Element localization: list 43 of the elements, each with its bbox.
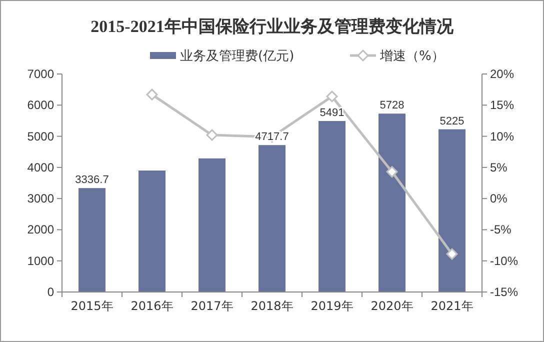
y2-tick-label: 0% xyxy=(490,192,508,206)
point xyxy=(326,90,338,102)
y-tick-label: 5000 xyxy=(27,129,54,144)
y2-tick-label: 15% xyxy=(490,98,514,112)
y-tick-label: 1000 xyxy=(27,254,54,268)
data-label: 5491 xyxy=(320,106,344,119)
y2-tick-label: 20% xyxy=(490,67,514,81)
point xyxy=(146,88,158,100)
data-label: 5728 xyxy=(380,100,404,112)
point xyxy=(206,129,218,141)
y-tick-label: 2000 xyxy=(27,222,54,237)
data-label: 4717.7 xyxy=(255,131,289,144)
chart-title: 2015-2021年中国保险行业业务及管理费变化情况 xyxy=(90,17,454,36)
bar xyxy=(138,170,166,292)
bar xyxy=(438,129,466,292)
y2-tick-label: -15% xyxy=(490,285,518,299)
x-tick-label: 2017年 xyxy=(190,299,234,313)
x-tick-label: 2015年 xyxy=(70,299,114,313)
x-tick-label: 2018年 xyxy=(250,299,294,313)
y2-tick-label: -5% xyxy=(490,222,512,237)
x-tick-label: 2016年 xyxy=(130,299,174,313)
point xyxy=(386,166,398,178)
bar xyxy=(378,114,406,292)
y-tick-label: 4000 xyxy=(27,160,54,174)
legend-label: 增速（%） xyxy=(379,49,444,64)
bar xyxy=(258,145,286,292)
data-label: 3336.7 xyxy=(75,174,109,186)
bar xyxy=(78,188,106,292)
y2-tick-label: 10% xyxy=(490,129,514,144)
y-tick-label: 0 xyxy=(47,285,54,299)
y2-tick-label: -10% xyxy=(490,254,518,268)
bar xyxy=(318,120,346,292)
y2-tick-label: 5% xyxy=(490,160,508,174)
y-tick-label: 6000 xyxy=(27,98,54,112)
data-label: 5225 xyxy=(440,115,464,128)
x-tick-label: 2020年 xyxy=(370,299,414,313)
y-tick-label: 7000 xyxy=(27,67,54,81)
bar xyxy=(198,158,226,292)
legend-label: 业务及管理费(亿元) xyxy=(180,49,294,64)
point xyxy=(446,248,458,260)
x-tick-label: 2019年 xyxy=(310,299,354,313)
x-tick-label: 2021年 xyxy=(430,299,474,313)
y-tick-label: 3000 xyxy=(27,192,54,206)
